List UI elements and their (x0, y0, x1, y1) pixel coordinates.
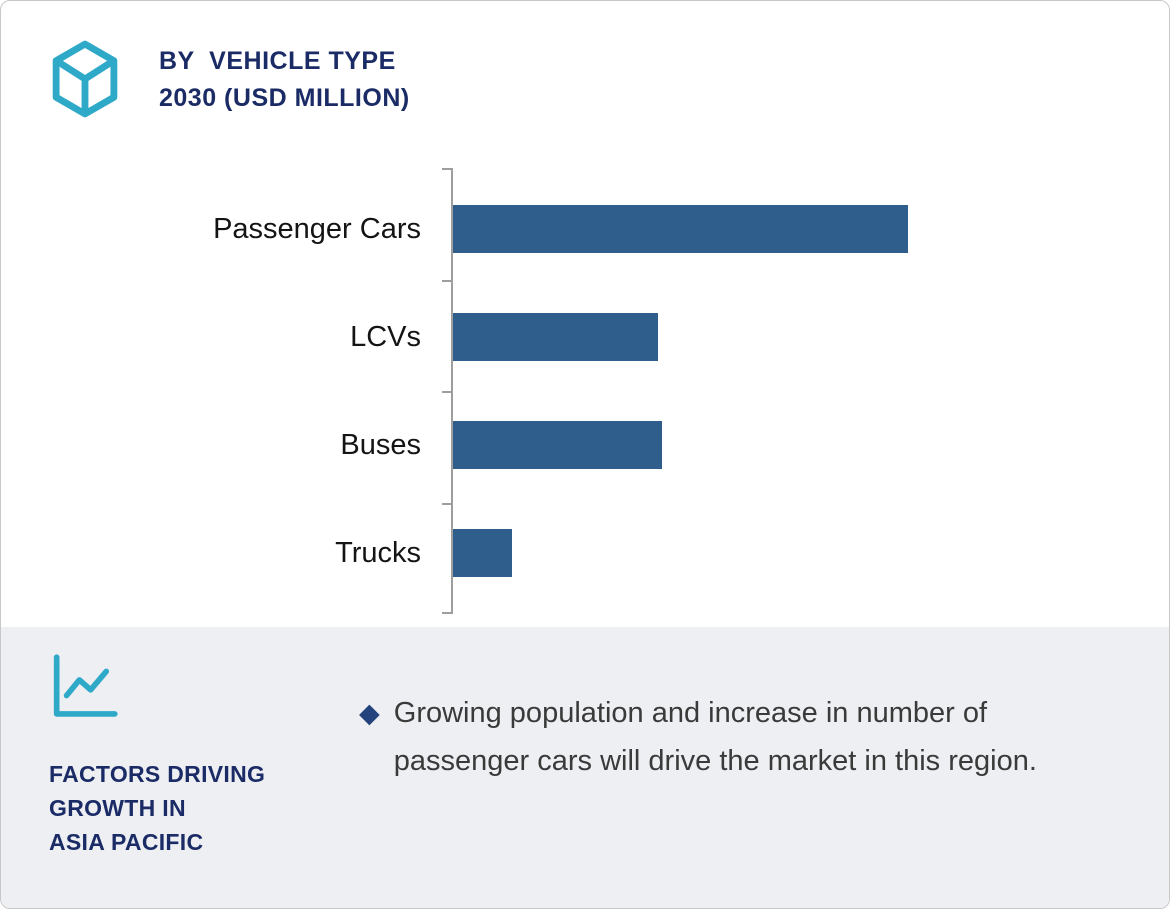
bar-track (453, 205, 1169, 253)
diamond-bullet-icon: ◆ (359, 698, 380, 728)
category-label: Passenger Cars (213, 212, 421, 245)
y-axis-line (442, 168, 453, 614)
chart-row: Buses (1, 391, 1169, 499)
factors-right-column: ◆ Growing population and increase in num… (359, 653, 1129, 908)
bullet-item: ◆ Growing population and increase in num… (359, 689, 1129, 785)
chart-row: LCVs (1, 283, 1169, 391)
axis-tick (442, 502, 451, 505)
bar-chart: Passenger Cars LCVs Buses Trucks (1, 119, 1169, 627)
bar-trucks (453, 529, 513, 577)
factors-heading-line: FACTORS DRIVING (49, 761, 266, 787)
bar-track (453, 421, 1169, 469)
chart-row: Passenger Cars (1, 175, 1169, 283)
chart-plot-area: Passenger Cars LCVs Buses Trucks (1, 168, 1169, 614)
factors-heading-line: GROWTH IN (49, 795, 186, 821)
axis-tick (442, 279, 451, 282)
axis-tick (442, 612, 451, 614)
bar-track (453, 313, 1169, 361)
category-label: Buses (340, 428, 421, 461)
bar-lcvs (453, 313, 658, 361)
bullet-text: Growing population and increase in numbe… (393, 697, 1037, 777)
chart-title: BY VEHICLE TYPE 2030 (USD MILLION) (159, 39, 410, 117)
chart-header: BY VEHICLE TYPE 2030 (USD MILLION) (1, 1, 1169, 119)
axis-tick (442, 168, 451, 170)
factors-panel: FACTORS DRIVING GROWTH IN ASIA PACIFIC ◆… (1, 627, 1169, 908)
chart-row: Trucks (1, 499, 1169, 607)
hex-cube-icon (47, 39, 123, 119)
bar-track (453, 529, 1169, 577)
factors-left-column: FACTORS DRIVING GROWTH IN ASIA PACIFIC (49, 653, 359, 908)
factors-heading-line: ASIA PACIFIC (49, 829, 204, 855)
category-label: Trucks (335, 536, 421, 569)
category-label: LCVs (350, 320, 421, 353)
chart-title-line2: 2030 (USD MILLION) (159, 84, 410, 112)
bar-buses (453, 421, 663, 469)
bar-passenger-cars (453, 205, 908, 253)
factors-heading: FACTORS DRIVING GROWTH IN ASIA PACIFIC (49, 757, 359, 859)
axis-tick (442, 391, 451, 393)
line-chart-icon (49, 653, 359, 721)
chart-title-line1: BY VEHICLE TYPE (159, 47, 396, 75)
